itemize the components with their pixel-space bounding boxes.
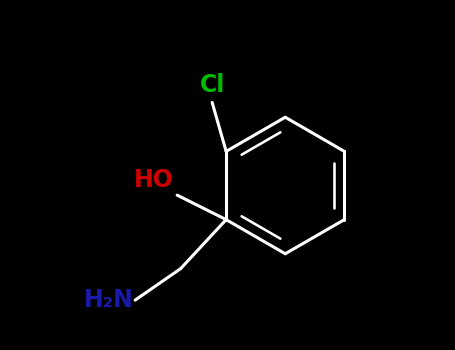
Text: HO: HO — [134, 168, 174, 192]
Text: Cl: Cl — [199, 73, 225, 97]
Text: H₂N: H₂N — [84, 288, 133, 312]
